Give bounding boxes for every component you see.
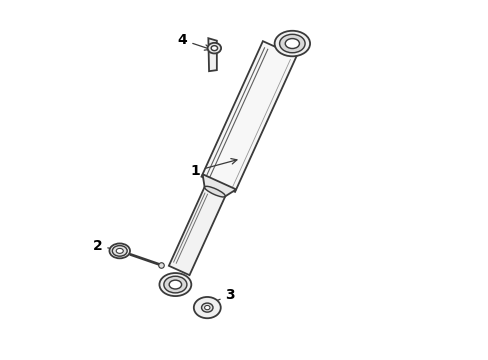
Ellipse shape xyxy=(159,273,191,296)
Polygon shape xyxy=(208,38,216,71)
Ellipse shape xyxy=(285,39,299,49)
Ellipse shape xyxy=(169,280,181,289)
Ellipse shape xyxy=(274,31,309,56)
Polygon shape xyxy=(201,41,296,192)
Polygon shape xyxy=(202,174,236,196)
Text: 1: 1 xyxy=(190,159,237,178)
Ellipse shape xyxy=(109,243,130,258)
Ellipse shape xyxy=(163,276,186,293)
Ellipse shape xyxy=(193,297,220,318)
Ellipse shape xyxy=(279,34,305,53)
Ellipse shape xyxy=(112,246,127,256)
Ellipse shape xyxy=(204,306,209,310)
Polygon shape xyxy=(168,187,225,275)
Text: 2: 2 xyxy=(92,239,125,253)
Ellipse shape xyxy=(201,303,213,312)
Ellipse shape xyxy=(204,186,225,197)
Ellipse shape xyxy=(207,43,221,54)
Text: 4: 4 xyxy=(177,33,210,50)
Ellipse shape xyxy=(211,46,217,51)
Ellipse shape xyxy=(116,248,123,253)
Text: 3: 3 xyxy=(207,288,235,305)
